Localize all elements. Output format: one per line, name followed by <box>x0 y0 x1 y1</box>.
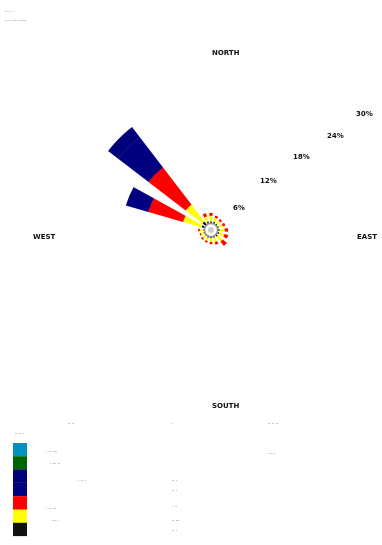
petal-ne-seg-1 <box>216 220 221 225</box>
wind-petals <box>108 127 229 246</box>
legend-col1-5: · ·· ··· <box>46 506 56 511</box>
legend-col1-1: ·· ·· · <box>15 431 24 436</box>
legend-col1-2: · ·· ···· <box>46 449 57 454</box>
petal-se-seg-2 <box>220 239 227 246</box>
legend-swatch-1 <box>13 456 27 470</box>
legend-col1-3: · ··· ·· <box>50 461 60 466</box>
header-line-2: ··· · ···· ······ <box>5 18 27 23</box>
petal-nnw-seg-1 <box>204 216 209 223</box>
petal-sw-seg-2 <box>200 237 204 241</box>
petal-wnw-seg-1 <box>183 215 203 228</box>
petal-sw-seg-1 <box>202 234 207 239</box>
petal-wsw-seg-2 <box>199 233 202 236</box>
ring-label-18: 18% <box>293 153 310 161</box>
petal-ese-seg-1 <box>218 232 225 237</box>
legend-col2-5: ·· · <box>172 528 177 533</box>
legend-swatch-6 <box>13 522 27 537</box>
petal-w-seg-1 <box>199 228 204 232</box>
petal-e-seg-1 <box>219 228 225 232</box>
petal-nw-seg-4 <box>108 127 140 159</box>
petal-ssw-seg-1 <box>205 237 209 242</box>
ring-label-24: 24% <box>327 132 344 140</box>
petal-ene-seg-1 <box>218 224 223 228</box>
legend-swatch-3 <box>13 482 27 497</box>
petal-nw-seg-3 <box>118 137 164 183</box>
legend-col2-2: ·· · <box>172 488 177 493</box>
north-label: NORTH <box>212 49 240 57</box>
petal-se-seg-1 <box>216 235 223 242</box>
legend-col1-6: ··· · <box>52 518 58 523</box>
legend-swatch-2 <box>13 469 27 483</box>
petal-s-seg-2 <box>209 241 213 245</box>
legend: ·· ·· ·· ·· · · ·· ···· · ··· ·· · ·· · … <box>13 421 278 537</box>
header-line-1: ··· · · <box>5 9 14 14</box>
petal-n-seg-1 <box>209 215 213 222</box>
petal-sse-seg-1 <box>213 237 218 243</box>
south-label: SOUTH <box>212 402 239 410</box>
petal-s-seg-1 <box>209 238 213 243</box>
petal-nw-seg-2 <box>148 167 192 211</box>
legend-col2-4: ·· ··· <box>172 518 180 523</box>
petal-w-seg-2 <box>198 228 200 232</box>
petal-nne-seg-1 <box>213 217 218 223</box>
legend-col3-1: ··· ·· <box>268 451 276 456</box>
petal-nnw-seg-2 <box>202 213 207 218</box>
petal-nw-seg-1 <box>185 204 205 224</box>
petal-wsw-seg-1 <box>200 232 205 236</box>
legend-swatch-0 <box>13 443 27 457</box>
east-label: EAST <box>357 233 377 241</box>
legend-swatch-4 <box>13 496 27 510</box>
ring-label-12: 12% <box>260 177 277 185</box>
legend-col3-0: ·· ·· ·· <box>268 421 278 426</box>
petal-n-seg-2 <box>209 212 213 216</box>
legend-col2-0: · <box>172 421 173 426</box>
petal-e-seg-2 <box>224 228 229 232</box>
petal-ssw-seg-2 <box>204 240 208 243</box>
petal-wnw-seg-2 <box>148 198 186 222</box>
petal-sse-seg-2 <box>214 241 219 245</box>
petal-wnw-seg-3 <box>125 187 155 213</box>
calm-circle-inner <box>208 227 214 233</box>
legend-col1-0: ·· ·· <box>68 421 74 426</box>
petal-ese-seg-2 <box>223 234 229 239</box>
ring-label-30: 30% <box>356 110 373 118</box>
legend-col1-4: · ·· · <box>78 478 86 483</box>
petal-ene-seg-2 <box>221 222 226 227</box>
petal-nne-seg-2 <box>214 215 219 219</box>
west-label: WEST <box>33 233 56 241</box>
ring-label-6: 6% <box>233 204 245 212</box>
legend-swatch-5 <box>13 509 27 523</box>
legend-col2-1: ·· · <box>172 478 177 483</box>
legend-col2-3: · ·· <box>172 504 177 509</box>
petal-ne-seg-2 <box>218 219 222 223</box>
